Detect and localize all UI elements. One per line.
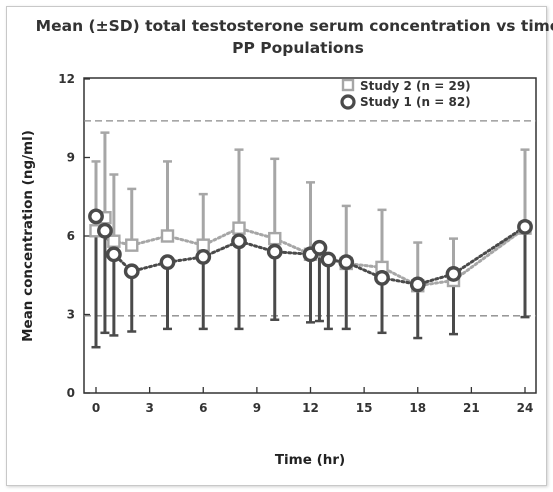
data-point-study-1 xyxy=(374,269,390,286)
x-tick-label: 18 xyxy=(409,401,426,415)
plot-area: 0 3 6 9 12 15 18 21 24 0 3 6 9 12 xyxy=(58,72,537,415)
data-point-study-1 xyxy=(231,233,247,250)
x-axis-label: Time (hr) xyxy=(275,452,345,468)
y-axis-label: Mean concentration (ng/ml) xyxy=(20,130,36,342)
series-line-study-1 xyxy=(94,214,527,286)
legend-label-study-1: Study 1 (n = 82) xyxy=(360,95,471,109)
x-tick-label: 6 xyxy=(199,401,207,415)
chart-title: Mean (±SD) total testosterone serum conc… xyxy=(36,17,553,35)
x-tick-label: 21 xyxy=(463,401,480,415)
x-tick-label: 12 xyxy=(302,401,319,415)
data-point-study-2 xyxy=(125,238,139,252)
legend-label-study-2: Study 2 (n = 29) xyxy=(360,79,471,93)
data-point-study-1 xyxy=(195,249,212,265)
x-tick-label: 15 xyxy=(356,401,373,415)
data-point-study-1 xyxy=(409,276,426,293)
legend-marker-study-2 xyxy=(341,78,355,92)
data-point-study-2 xyxy=(196,238,210,252)
error-bars xyxy=(91,131,530,349)
x-tick-label: 3 xyxy=(145,401,153,415)
data-point-study-2 xyxy=(107,234,121,248)
data-point-study-1 xyxy=(311,239,328,256)
data-point-study-1 xyxy=(445,266,462,282)
data-point-study-1 xyxy=(320,251,337,268)
data-markers xyxy=(88,208,533,293)
x-tick-label: 24 xyxy=(517,401,534,415)
y-tick-label: 9 xyxy=(67,151,75,165)
data-point-study-2 xyxy=(160,229,175,243)
legend: Study 2 (n = 29) Study 1 (n = 82) xyxy=(340,78,471,110)
y-tick-label: 3 xyxy=(67,308,75,322)
data-point-study-1 xyxy=(88,208,104,225)
data-point-study-1 xyxy=(517,218,533,235)
axis-ticks: 0 3 6 9 12 15 18 21 24 0 3 6 9 12 xyxy=(58,72,533,415)
data-point-study-1 xyxy=(97,222,113,239)
chart-subtitle: PP Populations xyxy=(232,39,364,57)
legend-marker-study-1 xyxy=(340,94,356,110)
data-point-study-1 xyxy=(123,263,140,280)
data-point-study-2 xyxy=(232,221,246,235)
data-point-study-1 xyxy=(338,254,355,271)
data-point-study-1 xyxy=(159,254,176,271)
x-tick-label: 0 xyxy=(92,401,100,415)
y-tick-label: 6 xyxy=(67,229,75,243)
y-tick-label: 0 xyxy=(67,386,75,400)
y-tick-label: 12 xyxy=(58,72,75,86)
data-point-study-2 xyxy=(268,231,282,246)
data-point-study-1 xyxy=(105,246,122,263)
x-tick-label: 9 xyxy=(253,401,261,415)
data-point-study-1 xyxy=(266,243,283,260)
